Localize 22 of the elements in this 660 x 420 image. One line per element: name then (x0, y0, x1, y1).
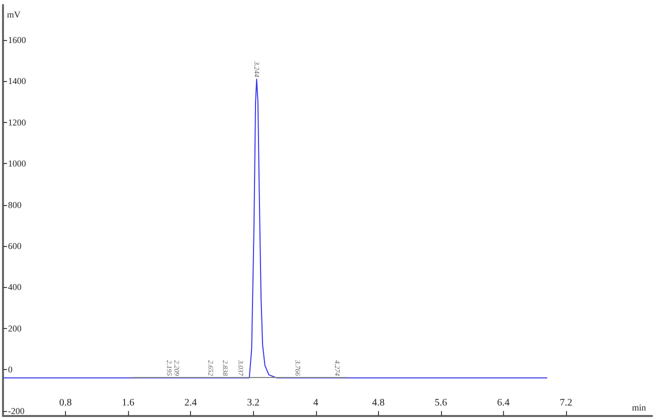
y-tick-label: 600 (8, 241, 22, 252)
y-tick-label: 1400 (8, 76, 26, 86)
x-tick-label: 1.6 (122, 398, 134, 408)
x-tick-label: 7.2 (560, 398, 572, 408)
x-tick-label: 4.8 (372, 398, 385, 408)
y-tick-label: 800 (8, 200, 22, 210)
y-tick-label: 1000 (8, 158, 26, 169)
x-tick-label: 0.8 (59, 398, 72, 408)
x-tick-label: 5.6 (434, 398, 448, 408)
y-tick-label: 0 (8, 364, 13, 375)
x-tick-label: 6.4 (497, 398, 510, 408)
y-tick-label: 1200 (8, 117, 26, 128)
y-axis-title: mV (7, 10, 21, 20)
y-tick-label: 200 (8, 323, 22, 334)
y-tick-label: 400 (8, 282, 22, 292)
line-series (2, 78, 548, 378)
x-axis-title: min (632, 402, 646, 412)
x-tick-label: 4 (313, 398, 318, 408)
x-tick-label: 3.2 (246, 398, 260, 408)
x-tick-label: 2.4 (184, 398, 197, 408)
y-tick-label: -200 (8, 406, 25, 416)
y-tick-label: 1600 (8, 35, 26, 46)
